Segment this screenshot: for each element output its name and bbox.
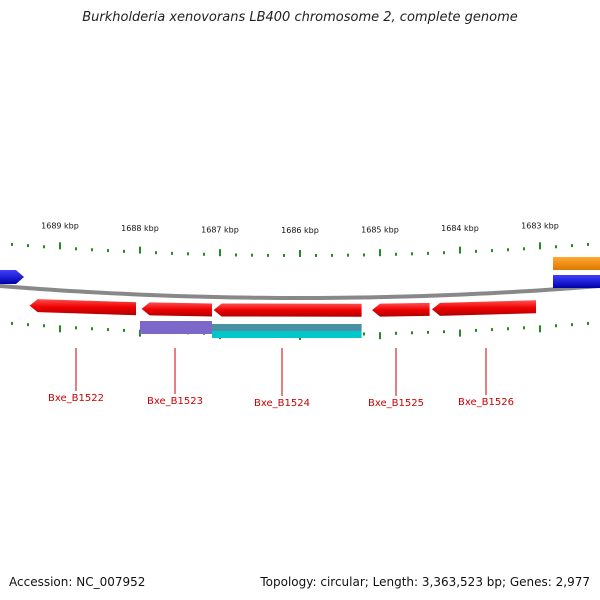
ruler-tick-label: 1686 kbp [281, 226, 319, 235]
gene-arrow[interactable] [213, 303, 362, 317]
gene-arrow[interactable] [372, 302, 430, 317]
ruler-top: 1689 kbp 1688 kbp 1687 kbp 1686 kbp 1685 kbp… [11, 221, 589, 257]
topology-info: Topology: circular; Length: 3,363,523 bp… [260, 575, 590, 589]
cds-feature[interactable] [140, 321, 212, 334]
gene-label: Bxe_B1523 [147, 396, 203, 407]
edge-gene-right-orange[interactable] [553, 257, 600, 270]
gene-labels: Bxe_B1522 Bxe_B1523 Bxe_B1524 Bxe_B1525 Bxe_… [48, 348, 514, 409]
backbone-line [0, 284, 600, 301]
ruler-tick-label: 1683 kbp [521, 221, 559, 230]
gene-label: Bxe_B1526 [458, 397, 514, 408]
map-title: Burkholderia xenovorans LB400 chromosome… [82, 10, 518, 25]
edge-gene-right-blue[interactable] [553, 275, 600, 288]
ruler-tick-label: 1684 kbp [441, 224, 479, 233]
gene-arrow[interactable] [141, 302, 212, 317]
ruler-tick-label: 1688 kbp [121, 224, 159, 233]
cds-feature[interactable] [212, 331, 362, 338]
gene-label: Bxe_B1525 [368, 398, 424, 409]
chromosome-backbone [0, 284, 600, 301]
gene-label: Bxe_B1524 [254, 398, 310, 409]
gene-track[interactable] [29, 299, 536, 317]
gene-arrow[interactable] [432, 300, 536, 316]
gene-arrow[interactable] [29, 299, 137, 316]
cds-feature[interactable] [212, 324, 362, 331]
edge-gene-left[interactable] [0, 270, 24, 284]
gene-label: Bxe_B1522 [48, 393, 104, 404]
ruler-tick-label: 1689 kbp [41, 221, 79, 230]
feature-track[interactable] [140, 321, 362, 338]
ruler-tick-label: 1685 kbp [361, 225, 399, 234]
accession-text: Accession: NC_007952 [9, 575, 146, 589]
edge-genes[interactable] [0, 257, 600, 288]
ruler-tick-label: 1687 kbp [201, 225, 239, 234]
